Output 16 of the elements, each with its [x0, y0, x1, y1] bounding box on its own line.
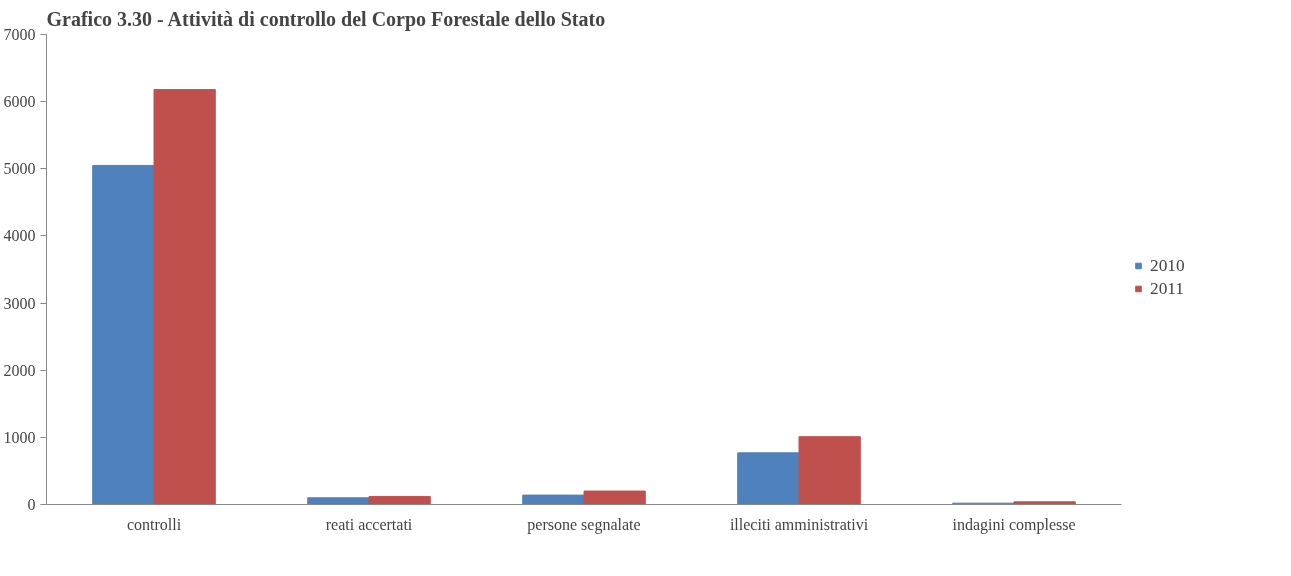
- x-tick-label: indagini complesse: [952, 515, 1076, 534]
- y-tick-label: 3000: [3, 294, 36, 312]
- y-tick-label: 6000: [3, 93, 36, 111]
- y-tick-label: 1000: [3, 428, 36, 446]
- x-tick-label: reati accertati: [325, 515, 413, 533]
- chart-title: Grafico 3.30 - Attività di controllo del Corpo Forestale dello Stato: [46, 7, 606, 31]
- legend-label: 2010: [1150, 255, 1185, 275]
- x-tick-label: illeciti amministrativi: [729, 515, 869, 533]
- y-tick-label: 7000: [3, 26, 36, 43]
- y-tick-label: 5000: [3, 160, 36, 178]
- x-tick-label: controlli: [126, 515, 182, 533]
- x-tick-label: persone segnalate: [527, 515, 641, 534]
- y-tick-label: 4000: [3, 227, 36, 245]
- legend-label: 2011: [1150, 278, 1185, 298]
- y-tick-label: 0: [27, 496, 36, 513]
- y-tick-label: 2000: [3, 361, 36, 379]
